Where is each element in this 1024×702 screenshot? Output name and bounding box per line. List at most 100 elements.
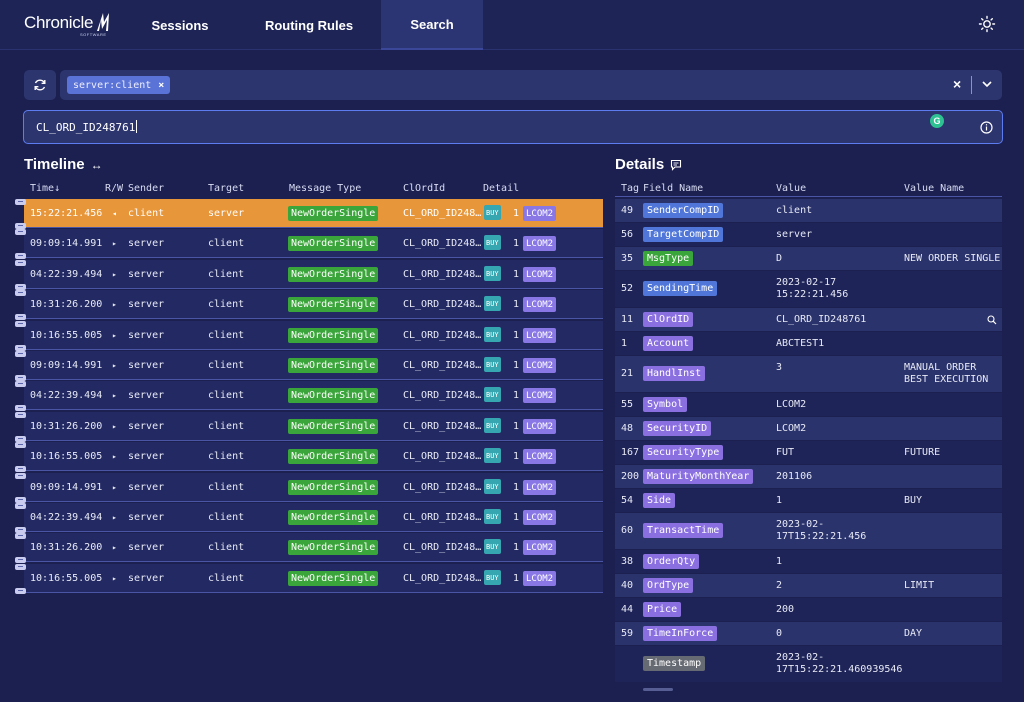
row-sender: server — [128, 390, 165, 401]
detail-row[interactable]: 60 TransactTime 2023-02- 17T15:22:21.456 — [615, 513, 1002, 549]
timeline-row[interactable]: 04:22:39.494 ▸ server client NewOrderSingle C… — [24, 381, 603, 410]
row-expand-handle[interactable] — [15, 557, 26, 563]
row-clordid: CL_ORD_ID248… — [403, 299, 482, 310]
detail-row[interactable]: 1 Account ABCTEST1 — [615, 332, 1002, 355]
row-expand-handle[interactable] — [15, 314, 26, 320]
timeline-row[interactable]: 09:09:14.991 ▸ server client NewOrderSingle C… — [24, 473, 603, 502]
detail-row[interactable]: 55 Symbol LCOM2 — [615, 393, 1002, 416]
info-icon[interactable] — [980, 121, 993, 134]
tab-search[interactable]: Search — [381, 0, 483, 50]
detail-row[interactable]: 56 TargetCompID server — [615, 223, 1002, 246]
expand-icon[interactable]: ↔ — [90, 157, 103, 172]
row-expand-handle[interactable] — [15, 321, 26, 327]
detail-row[interactable]: 54 Side 1 BUY — [615, 489, 1002, 512]
sun-icon[interactable] — [978, 15, 996, 33]
timeline-row[interactable]: 10:16:55.005 ▸ server client NewOrderSingle C… — [24, 321, 603, 350]
side-superscript: 1 — [513, 269, 520, 280]
col-message-type[interactable]: Message Type — [289, 183, 362, 194]
chronicle-logo[interactable]: Chronicle SOFTWARE — [24, 13, 111, 39]
col-field-name[interactable]: Field Name — [643, 183, 704, 194]
detail-row[interactable]: 52 SendingTime 2023-02-17 15:22:21.456 — [615, 271, 1002, 307]
timeline-row[interactable]: 10:31:26.200 ▸ server client NewOrderSingle C… — [24, 290, 603, 319]
detail-value-name: FUTURE — [904, 447, 941, 458]
search-icon[interactable] — [987, 315, 997, 325]
detail-row[interactable]: 11 ClOrdID CL_ORD_ID248761 — [615, 308, 1002, 331]
row-expand-handle[interactable] — [15, 466, 26, 472]
col-target[interactable]: Target — [208, 183, 245, 194]
col-value[interactable]: Value — [776, 183, 807, 194]
row-expand-handle[interactable] — [15, 381, 26, 387]
row-expand-handle[interactable] — [15, 527, 26, 533]
row-expand-handle[interactable] — [15, 533, 26, 539]
refresh-button[interactable] — [24, 70, 56, 100]
row-expand-handle[interactable] — [15, 473, 26, 479]
timeline-row[interactable]: 10:16:55.005 ▸ server client NewOrderSingle C… — [24, 442, 603, 471]
timeline-row[interactable]: 10:16:55.005 ▸ server client NewOrderSingle C… — [24, 564, 603, 593]
row-expand-handle[interactable] — [15, 351, 26, 357]
row-expand-handle[interactable] — [15, 588, 26, 594]
row-expand-handle[interactable] — [15, 260, 26, 266]
row-expand-handle[interactable] — [15, 436, 26, 442]
timeline-row[interactable]: 10:31:26.200 ▸ server client NewOrderSingle C… — [24, 412, 603, 441]
detail-tag: 200 — [621, 471, 640, 482]
row-time: 10:16:55.005 — [30, 451, 103, 462]
clear-filter-icon[interactable]: × — [953, 76, 962, 92]
col-time[interactable]: Time↓ — [30, 183, 61, 194]
detail-row[interactable]: 59 TimeInForce 0 DAY — [615, 622, 1002, 645]
detail-value-name: MANUAL ORDER BEST EXECUTION — [904, 362, 989, 385]
row-sender: server — [128, 238, 165, 249]
tab-sessions[interactable]: Sessions — [151, 17, 209, 33]
row-expand-handle[interactable] — [15, 253, 26, 259]
row-expand-handle[interactable] — [15, 497, 26, 503]
row-expand-handle[interactable] — [15, 345, 26, 351]
search-input[interactable]: CL_ORD_ID248761 G — [23, 110, 1003, 144]
timeline-row[interactable]: 10:31:26.200 ▸ server client NewOrderSingle C… — [24, 533, 603, 562]
col-rw[interactable]: R/W — [105, 183, 124, 194]
col-value-name[interactable]: Value Name — [904, 183, 965, 194]
row-expand-handle[interactable] — [15, 375, 26, 381]
col-tag[interactable]: Tag — [621, 183, 640, 194]
row-sender: server — [128, 573, 165, 584]
side-badge: BUY — [484, 448, 501, 463]
row-time: 10:31:26.200 — [30, 299, 103, 310]
detail-row[interactable]: 167 SecurityType FUT FUTURE — [615, 441, 1002, 464]
detail-row[interactable]: 49 SenderCompID client — [615, 199, 1002, 222]
chip-remove-icon[interactable]: × — [158, 79, 165, 91]
detail-row[interactable]: 35 MsgType D NEW ORDER SINGLE — [615, 247, 1002, 270]
row-expand-handle[interactable] — [15, 199, 26, 205]
timeline-row-selected[interactable]: 15:22:21.456 ◂ client server NewOrderSingle C… — [24, 199, 603, 228]
col-clordid[interactable]: ClOrdId — [403, 183, 446, 194]
detail-row[interactable]: 21 HandlInst 3 MANUAL ORDER BEST EXECUTION — [615, 356, 1002, 392]
detail-row[interactable]: Timestamp 2023-02- 17T15:22:21.460939546 — [615, 646, 1002, 682]
timeline-row[interactable]: 09:09:14.991 ▸ server client NewOrderSingle C… — [24, 229, 603, 258]
detail-row[interactable]: 200 MaturityMonthYear 201106 — [615, 465, 1002, 488]
timeline-row[interactable]: 04:22:39.494 ▸ server client NewOrderSingle C… — [24, 260, 603, 289]
detail-row[interactable]: 40 OrdType 2 LIMIT — [615, 574, 1002, 597]
row-expand-handle[interactable] — [15, 229, 26, 235]
filter-chip[interactable]: server:client × — [67, 76, 171, 94]
detail-row[interactable]: 44 Price 200 — [615, 598, 1002, 621]
scrollbar[interactable] — [643, 688, 673, 691]
chevron-down-icon[interactable] — [980, 77, 994, 91]
row-expand-handle[interactable] — [15, 412, 26, 418]
row-expand-handle[interactable] — [15, 405, 26, 411]
filter-input[interactable]: server:client × × — [60, 70, 1002, 100]
row-expand-handle[interactable] — [15, 503, 26, 509]
direction-icon: ◂ — [112, 209, 117, 218]
row-expand-handle[interactable] — [15, 290, 26, 296]
comment-icon[interactable] — [670, 159, 682, 171]
timeline-row[interactable]: 04:22:39.494 ▸ server client NewOrderSingle C… — [24, 503, 603, 532]
col-sender[interactable]: Sender — [128, 183, 165, 194]
direction-icon: ▸ — [112, 361, 117, 370]
row-expand-handle[interactable] — [15, 442, 26, 448]
field-name-badge: TargetCompID — [643, 227, 724, 242]
col-detail[interactable]: Detail — [483, 183, 520, 194]
row-expand-handle[interactable] — [15, 564, 26, 570]
detail-row[interactable]: 48 SecurityID LCOM2 — [615, 417, 1002, 440]
tab-routing-rules[interactable]: Routing Rules — [264, 17, 354, 33]
detail-row[interactable]: 38 OrderQty 1 — [615, 550, 1002, 573]
row-expand-handle[interactable] — [15, 223, 26, 229]
grammar-check-icon[interactable]: G — [930, 114, 944, 128]
timeline-row[interactable]: 09:09:14.991 ▸ server client NewOrderSingle C… — [24, 351, 603, 380]
row-expand-handle[interactable] — [15, 284, 26, 290]
